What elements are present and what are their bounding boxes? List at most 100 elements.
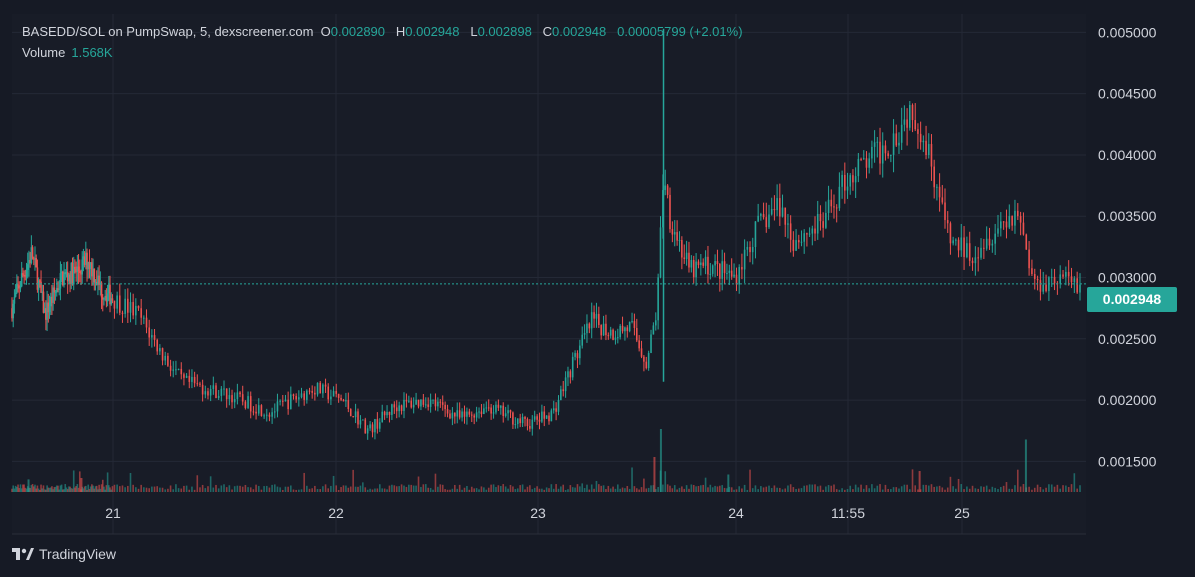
- time-axis[interactable]: 21 22 23 24 11:55 25: [105, 505, 970, 521]
- candle-body: [490, 407, 492, 414]
- volume-bar: [70, 488, 73, 492]
- tradingview-logo[interactable]: TradingView: [12, 546, 116, 562]
- symbol-label[interactable]: BASEDD/SOL on PumpSwap, 5, dexscreener.c…: [22, 24, 314, 39]
- volume-bar: [545, 487, 548, 492]
- volume-bar: [917, 489, 919, 492]
- candle-body: [466, 411, 468, 417]
- candle-body: [432, 399, 434, 401]
- volume-bar: [268, 487, 271, 492]
- volume-bar: [666, 484, 669, 492]
- volume-bar: [576, 484, 579, 492]
- volume-bar: [849, 485, 852, 492]
- volume-bar: [974, 488, 977, 492]
- candle-body: [502, 405, 505, 417]
- volume-bar: [1053, 486, 1056, 492]
- candle-body: [814, 228, 816, 234]
- volume-bar: [101, 479, 104, 492]
- volume-bar: [628, 488, 631, 492]
- candle-body: [1036, 278, 1039, 281]
- candle-body: [647, 352, 650, 369]
- volume-bar: [635, 488, 638, 492]
- candle-body: [252, 411, 255, 413]
- volume-bar: [369, 488, 371, 492]
- candle-body: [276, 401, 279, 412]
- candle-body: [598, 313, 600, 325]
- volume-legend: Volume 1.568K: [22, 45, 113, 60]
- volume-bar: [697, 485, 700, 492]
- candle-body: [485, 407, 488, 409]
- candle-body: [974, 257, 977, 264]
- candle-body: [664, 185, 667, 191]
- candle-body: [526, 419, 529, 426]
- candle-body: [345, 400, 347, 402]
- volume-bar: [68, 486, 70, 492]
- volume-bar: [765, 486, 768, 492]
- volume-bar: [881, 489, 884, 492]
- volume-bar: [35, 488, 38, 492]
- volume-bar: [236, 485, 239, 492]
- candle-body: [492, 412, 495, 414]
- volume-bar: [132, 484, 134, 492]
- volume-bar: [58, 489, 60, 492]
- candle-body: [930, 144, 933, 167]
- candle-body: [564, 377, 567, 392]
- plot-area[interactable]: [12, 14, 1086, 534]
- candle-body: [70, 262, 73, 284]
- volume-bar: [327, 488, 330, 492]
- candle-body: [690, 260, 693, 268]
- volume-bar: [410, 484, 413, 492]
- volume-bar: [24, 487, 27, 492]
- candle-body: [74, 266, 76, 269]
- candle-body: [473, 415, 475, 418]
- candle-body: [82, 256, 85, 260]
- volume-bar: [98, 484, 100, 492]
- volume-bar: [985, 485, 988, 492]
- volume-bar: [909, 489, 911, 492]
- volume-bar: [564, 489, 567, 492]
- volume-bar: [657, 487, 659, 492]
- volume-bar: [621, 487, 624, 492]
- volume-bar: [225, 487, 228, 492]
- price-axis[interactable]: 0.005000 0.004500 0.004000 0.003500 0.003000…: [1098, 24, 1157, 469]
- candle-body: [121, 312, 124, 314]
- high-value: 0.002948: [405, 24, 460, 39]
- candle-body: [359, 420, 362, 425]
- volume-bar: [876, 485, 879, 492]
- y-tick-label: 0.004500: [1098, 86, 1157, 102]
- volume-bar: [709, 484, 712, 492]
- candle-body: [1062, 274, 1064, 277]
- volume-bar: [12, 485, 15, 492]
- volume-bar: [324, 484, 327, 492]
- volume-bar: [633, 486, 636, 492]
- volume-bar: [1079, 485, 1081, 492]
- volume-bar: [590, 484, 593, 492]
- volume-bar: [669, 485, 671, 492]
- volume-bar: [478, 489, 480, 492]
- candle-body: [789, 223, 792, 240]
- volume-bar: [109, 487, 111, 492]
- volume-bar: [364, 487, 367, 492]
- candle-body: [12, 303, 15, 319]
- candle-body: [857, 158, 860, 177]
- volume-bar: [59, 485, 62, 492]
- candle-body: [132, 302, 134, 316]
- candle-body: [111, 298, 114, 301]
- volume-bar: [860, 484, 862, 492]
- candle-body: [64, 272, 67, 275]
- candle-body: [451, 412, 454, 419]
- volume-bar: [417, 476, 420, 492]
- volume-bar: [36, 485, 39, 492]
- volume-bar: [191, 486, 193, 492]
- candle-body: [59, 273, 62, 289]
- candle-body: [500, 405, 502, 408]
- volume-bar: [366, 489, 369, 492]
- candle-body: [427, 404, 429, 407]
- volume-bar: [143, 487, 145, 492]
- candle-body: [881, 145, 884, 164]
- candle-body: [619, 325, 621, 338]
- candle-body: [971, 260, 974, 264]
- candle-body: [169, 365, 172, 371]
- volume-bar: [63, 489, 65, 492]
- candle-body: [746, 246, 749, 250]
